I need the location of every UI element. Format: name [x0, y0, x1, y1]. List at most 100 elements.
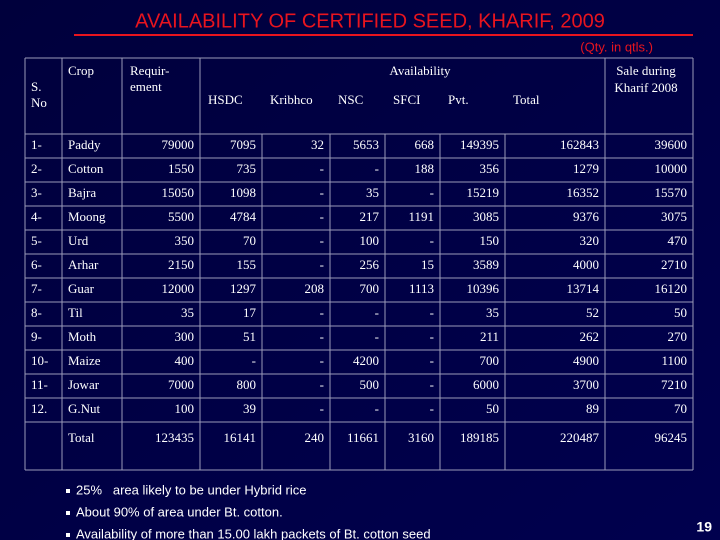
row-number: 1-: [31, 137, 42, 152]
cell-value: 500: [360, 377, 380, 392]
total-value: 123435: [155, 430, 194, 445]
total-value: 11661: [347, 430, 379, 445]
cell-value: 208: [305, 281, 325, 296]
row-number: 9-: [31, 329, 42, 344]
bullet-marker: [66, 511, 70, 515]
cell-value: -: [320, 377, 324, 392]
cell-value: -: [320, 401, 324, 416]
cell-value: 162843: [560, 137, 599, 152]
header-sub: SFCI: [393, 92, 420, 107]
cell-value: 2150: [168, 257, 194, 272]
header-requirement: Requir-: [130, 63, 169, 78]
bullets: 25% area likely to be under Hybrid rice A…: [66, 482, 431, 540]
cell-value: 5653: [353, 137, 379, 152]
crop-name: Jowar: [68, 377, 100, 392]
row-number: 4-: [31, 209, 42, 224]
total-value: 189185: [460, 430, 499, 445]
bullet-marker: [66, 533, 70, 537]
cell-value: -: [320, 257, 324, 272]
total-value: 3160: [408, 430, 434, 445]
crop-name: Cotton: [68, 161, 104, 176]
cell-value: -: [430, 353, 434, 368]
cell-value: 7000: [168, 377, 194, 392]
crop-name: Bajra: [68, 185, 96, 200]
row-number: 11-: [31, 377, 48, 392]
total-value: 240: [305, 430, 325, 445]
cell-value: 1100: [661, 353, 687, 368]
cell-value: 16352: [567, 185, 600, 200]
header-sub: Pvt.: [448, 92, 469, 107]
crop-name: Maize: [68, 353, 101, 368]
cell-value: 700: [480, 353, 500, 368]
header-sno: No: [31, 95, 47, 110]
cell-value: 35: [366, 185, 379, 200]
row-number: 5-: [31, 233, 42, 248]
total-value: 220487: [560, 430, 600, 445]
cell-value: 356: [480, 161, 500, 176]
row-number: 2-: [31, 161, 42, 176]
cell-value: -: [430, 329, 434, 344]
cell-value: 700: [360, 281, 380, 296]
cell-value: 155: [237, 257, 257, 272]
cell-value: 7210: [661, 377, 687, 392]
crop-name: Arhar: [68, 257, 99, 272]
cell-value: 9376: [573, 209, 600, 224]
cell-value: 270: [668, 329, 688, 344]
cell-value: 1550: [168, 161, 194, 176]
cell-value: 51: [243, 329, 256, 344]
bullet-marker: [66, 489, 70, 493]
cell-value: 470: [668, 233, 688, 248]
cell-value: 10000: [655, 161, 688, 176]
cell-value: 3085: [473, 209, 499, 224]
bullet-text: About 90% of area under Bt. cotton.: [76, 504, 283, 519]
cell-value: 6000: [473, 377, 499, 392]
header-sno: S.: [31, 79, 41, 94]
header-requirement: ement: [130, 79, 162, 94]
cell-value: 256: [360, 257, 380, 272]
cell-value: 1191: [408, 209, 434, 224]
header-sale: Sale during: [616, 63, 676, 78]
cell-value: -: [320, 209, 324, 224]
cell-value: 149395: [460, 137, 499, 152]
cell-value: -: [320, 305, 324, 320]
cell-value: -: [320, 161, 324, 176]
cell-value: 188: [415, 161, 435, 176]
header-sale: Kharif 2008: [614, 80, 677, 95]
cell-value: 262: [580, 329, 600, 344]
cell-value: 668: [415, 137, 435, 152]
row-number: 3-: [31, 185, 42, 200]
cell-value: -: [320, 353, 324, 368]
cell-value: -: [375, 329, 379, 344]
header-sub: Total: [513, 92, 540, 107]
cell-value: 4900: [573, 353, 599, 368]
cell-value: -: [430, 401, 434, 416]
crop-name: Urd: [68, 233, 89, 248]
row-number: 8-: [31, 305, 42, 320]
cell-value: 39600: [655, 137, 688, 152]
header-sub: HSDC: [208, 92, 243, 107]
cell-value: 15219: [467, 185, 500, 200]
cell-value: -: [430, 305, 434, 320]
cell-value: 1113: [409, 281, 434, 296]
cell-value: 2710: [661, 257, 687, 272]
cell-value: 320: [580, 233, 600, 248]
crop-name: Paddy: [68, 137, 101, 152]
cell-value: 7095: [230, 137, 256, 152]
crop-name: Moong: [68, 209, 106, 224]
cell-value: 35: [181, 305, 194, 320]
cell-value: 17: [243, 305, 257, 320]
cell-value: 89: [586, 401, 599, 416]
cell-value: 50: [486, 401, 499, 416]
cell-value: 100: [175, 401, 195, 416]
cell-value: 735: [237, 161, 257, 176]
cell-value: 15570: [655, 185, 688, 200]
cell-value: 15050: [162, 185, 195, 200]
subtitle: (Qty. in qtls.): [580, 39, 653, 54]
cell-value: 3075: [661, 209, 687, 224]
bullet-text: 25% area likely to be under Hybrid rice: [76, 482, 307, 497]
page-number: 19: [696, 519, 712, 535]
cell-value: 350: [175, 233, 195, 248]
cell-value: -: [375, 401, 379, 416]
